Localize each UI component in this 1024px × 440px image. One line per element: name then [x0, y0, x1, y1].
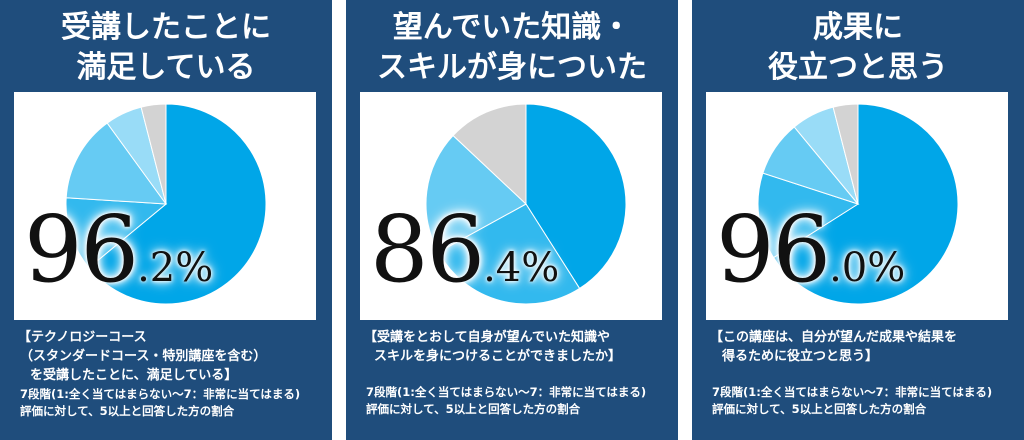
note-line-2: 評価に対して、5以上と回答した方の割合: [20, 404, 235, 418]
description-line-1: 【受講をとおして自身が望んでいた知識や: [364, 330, 610, 345]
description-line-1: 【この講座は、自分が望んだ成果や結果を: [710, 330, 958, 345]
pie-slice-1: [525, 103, 627, 290]
pie-slice-3: [425, 134, 527, 253]
headline-percentage: 86.4%: [370, 200, 660, 300]
pie-chart: [425, 103, 627, 305]
scale-note: 7段階(1:全く当てはまらない〜7：非常に当てはまる) 評価に対して、5以上と回…: [712, 384, 1016, 418]
headline-integer: 96: [716, 196, 831, 303]
card-title: 受講したことに 満足している: [0, 8, 332, 88]
card-title: 望んでいた知識・ スキルが身についた: [346, 8, 678, 88]
headline-integer: 86: [370, 196, 485, 303]
card-title-line-1: 受講したことに: [61, 10, 271, 45]
pie-slice-1: [772, 103, 959, 305]
headline-decimal: .4%: [483, 245, 560, 291]
pie-slice-4: [452, 103, 527, 206]
headline-integer: 96: [24, 196, 139, 303]
card-title-line-2: 役立つと思う: [768, 50, 948, 85]
card-title: 成果に 役立つと思う: [692, 8, 1024, 88]
pie-slice-5: [140, 103, 167, 205]
headline-decimal: .2%: [137, 245, 214, 291]
question-description: 【この講座は、自分が望んだ成果や結果を 得るために役立つと思う】: [710, 328, 1014, 366]
card-title-line-1: 成果に: [813, 10, 903, 45]
headline-percentage: 96.0%: [716, 200, 1006, 300]
question-description: 【テクノロジーコース （スタンダードコース・特別講座を含む） を受講したことに、…: [18, 328, 322, 385]
description-line-2: 得るために役立つと思う】: [722, 349, 879, 364]
stat-card-skills: 望んでいた知識・ スキルが身についた 86.4% 【受講をとおして自身が望んでい…: [346, 0, 678, 440]
card-title-line-1: 望んでいた知識・: [392, 10, 632, 45]
note-line-1: 7段階(1:全く当てはまらない〜7：非常に当てはまる): [712, 385, 993, 399]
headline-decimal: .0%: [829, 245, 906, 291]
headline-percentage: 96.2%: [24, 200, 314, 300]
stat-card-satisfaction: 受講したことに 満足している 96.2% 【テクノロジーコース （スタンダードコ…: [0, 0, 332, 440]
description-line-2: （スタンダードコース・特別講座を含む）: [20, 349, 267, 364]
note-line-1: 7段階(1:全く当てはまらない〜7：非常に当てはまる): [366, 385, 647, 399]
scale-note: 7段階(1:全く当てはまらない〜7：非常に当てはまる) 評価に対して、5以上と回…: [20, 386, 324, 420]
note-line-1: 7段階(1:全く当てはまらない〜7：非常に当てはまる): [20, 387, 301, 401]
chart-panel: 96.0%: [706, 92, 1008, 320]
pie-chart: [65, 103, 267, 305]
pie-chart: [757, 103, 959, 305]
pie-slice-2: [65, 197, 168, 269]
chart-panel: 86.4%: [360, 92, 662, 320]
question-description: 【受講をとおして自身が望んでいた知識や スキルを身につけることができましたか】: [364, 328, 668, 366]
chart-panel: 96.2%: [14, 92, 316, 320]
description-line-2: スキルを身につけることができましたか】: [374, 349, 622, 364]
pie-slice-5: [832, 103, 859, 205]
description-line-3: を受講したことに、満足している】: [30, 368, 238, 383]
card-title-line-2: 満足している: [76, 50, 256, 85]
pie-slice-1: [88, 103, 267, 305]
description-line-1: 【テクノロジーコース: [18, 330, 147, 345]
note-line-2: 評価に対して、5以上と回答した方の割合: [366, 402, 581, 416]
pie-slice-2: [437, 203, 581, 305]
scale-note: 7段階(1:全く当てはまらない〜7：非常に当てはまる) 評価に対して、5以上と回…: [366, 384, 670, 418]
note-line-2: 評価に対して、5以上と回答した方の割合: [712, 402, 927, 416]
pie-slice-3: [65, 122, 168, 205]
stat-card-results: 成果に 役立つと思う 96.0% 【この講座は、自分が望んだ成果や結果を 得るた…: [692, 0, 1024, 440]
pie-slice-2: [757, 172, 860, 259]
card-title-line-2: スキルが身についた: [377, 50, 647, 85]
